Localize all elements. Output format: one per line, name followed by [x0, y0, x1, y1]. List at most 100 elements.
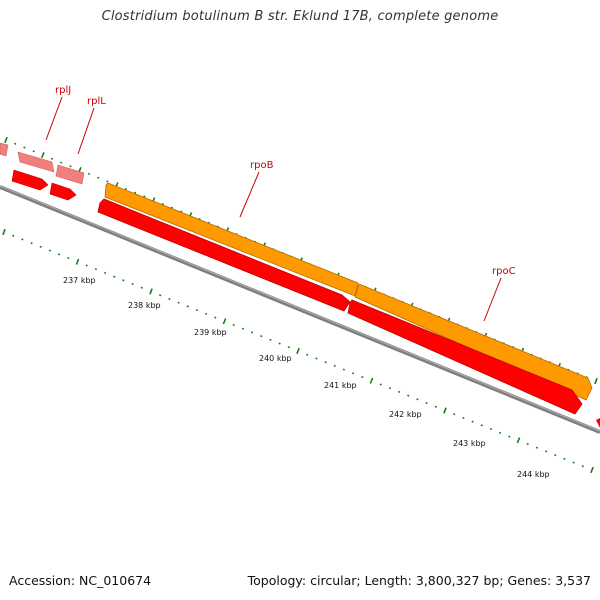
- minor-tick: [159, 294, 162, 297]
- major-tick: [590, 466, 594, 474]
- minor-tick: [30, 242, 33, 245]
- rplL-leader: [77, 107, 95, 155]
- minor-tick: [388, 387, 392, 390]
- gene-label-rpoB: rpoB: [250, 160, 274, 171]
- minor-tick: [140, 286, 143, 289]
- minor-tick: [572, 461, 575, 464]
- minor-tick: [131, 282, 134, 286]
- minor-tick: [260, 335, 263, 338]
- minor-tick: [94, 268, 98, 271]
- minor-tick: [554, 454, 557, 457]
- minor-tick: [57, 253, 61, 256]
- minor-tick: [60, 161, 63, 164]
- minor-tick: [563, 457, 566, 460]
- minor-tick: [526, 442, 529, 446]
- minor-tick: [342, 368, 346, 371]
- gene-labels: rplJ rplL rpoB rpoC: [55, 85, 516, 277]
- minor-tick: [113, 275, 116, 278]
- major-tick: [40, 151, 45, 159]
- minor-tick: [124, 187, 127, 191]
- major-tick: [296, 347, 300, 355]
- minor-tick: [278, 342, 281, 345]
- minor-tick: [14, 142, 17, 145]
- minor-tick: [177, 301, 180, 304]
- minor-tick: [50, 157, 54, 160]
- scale-label: 241 kbp: [324, 381, 357, 390]
- rpoB-leader: [239, 171, 260, 218]
- minor-tick: [425, 401, 428, 405]
- map-title: Clostridium botulinum B str. Eklund 17B,…: [101, 9, 499, 24]
- rpoC-leader: [483, 277, 502, 322]
- major-tick: [443, 407, 447, 414]
- rpoB-gene: [97, 198, 351, 312]
- minor-tick: [397, 390, 401, 393]
- genome-backbone: [0, 185, 600, 434]
- minor-tick: [87, 172, 91, 175]
- partial-gene-right: [596, 418, 600, 428]
- minor-tick: [133, 191, 137, 194]
- minor-tick: [361, 375, 364, 379]
- minor-tick: [69, 165, 72, 168]
- partial-gene-faded: [0, 142, 9, 157]
- minor-tick: [241, 327, 245, 330]
- rplJ-gene: [11, 169, 49, 191]
- rpoC-cds: [354, 283, 593, 401]
- scale-label: 243 kbp: [453, 439, 486, 448]
- rpoC-gene: [347, 299, 583, 415]
- minor-tick: [544, 450, 548, 453]
- gene-track: [97, 198, 600, 428]
- rplL-gene-faded: [55, 164, 85, 185]
- minor-tick: [143, 195, 146, 198]
- minor-tick: [204, 312, 208, 315]
- minor-tick: [48, 249, 52, 252]
- scale-labels: 237 kbp 238 kbp 239 kbp 240 kbp 241 kbp …: [63, 276, 550, 479]
- major-tick: [222, 318, 227, 325]
- minor-tick: [186, 305, 189, 308]
- minor-tick: [324, 361, 327, 364]
- genome-summary: Topology: circular; Length: 3,800,327 bp…: [247, 573, 591, 588]
- minor-tick: [195, 309, 199, 312]
- genome-backbone-highlight: [0, 185, 600, 432]
- scale-label: 242 kbp: [389, 410, 422, 419]
- scale-label: 238 kbp: [128, 301, 161, 310]
- minor-tick: [306, 353, 309, 356]
- accession-label: Accession: NC_010674: [9, 573, 152, 588]
- minor-tick: [23, 146, 26, 149]
- minor-tick: [462, 416, 465, 420]
- major-tick: [594, 377, 598, 385]
- major-tick: [75, 258, 80, 265]
- ribosomal-genes: [0, 142, 85, 201]
- minor-tick: [67, 256, 70, 260]
- minor-tick: [85, 264, 88, 267]
- minor-tick: [535, 446, 539, 449]
- minor-tick: [453, 413, 456, 416]
- minor-tick: [103, 271, 107, 274]
- rplJ-gene-faded: [17, 151, 55, 173]
- major-tick: [516, 437, 521, 444]
- major-tick: [4, 136, 8, 144]
- minor-tick: [269, 338, 272, 341]
- major-tick: [369, 377, 374, 384]
- rplL-gene: [49, 182, 77, 201]
- rpoB-cds: [104, 182, 359, 297]
- minor-tick: [407, 394, 410, 397]
- minor-tick: [315, 357, 318, 360]
- minor-tick: [416, 398, 419, 401]
- minor-tick: [32, 150, 35, 153]
- minor-tick: [168, 297, 171, 301]
- scale-label: 239 kbp: [194, 328, 227, 337]
- minor-tick: [333, 364, 336, 367]
- minor-tick: [434, 405, 437, 408]
- minor-tick: [498, 431, 502, 434]
- rplJ-leader: [45, 96, 63, 141]
- minor-tick: [12, 234, 15, 237]
- minor-tick: [232, 323, 235, 327]
- minor-tick: [489, 428, 493, 431]
- minor-tick: [122, 279, 125, 282]
- scale-label: 240 kbp: [259, 354, 292, 363]
- minor-tick: [471, 420, 474, 423]
- minor-tick: [21, 238, 24, 241]
- minor-tick: [39, 245, 42, 248]
- minor-tick: [250, 331, 254, 334]
